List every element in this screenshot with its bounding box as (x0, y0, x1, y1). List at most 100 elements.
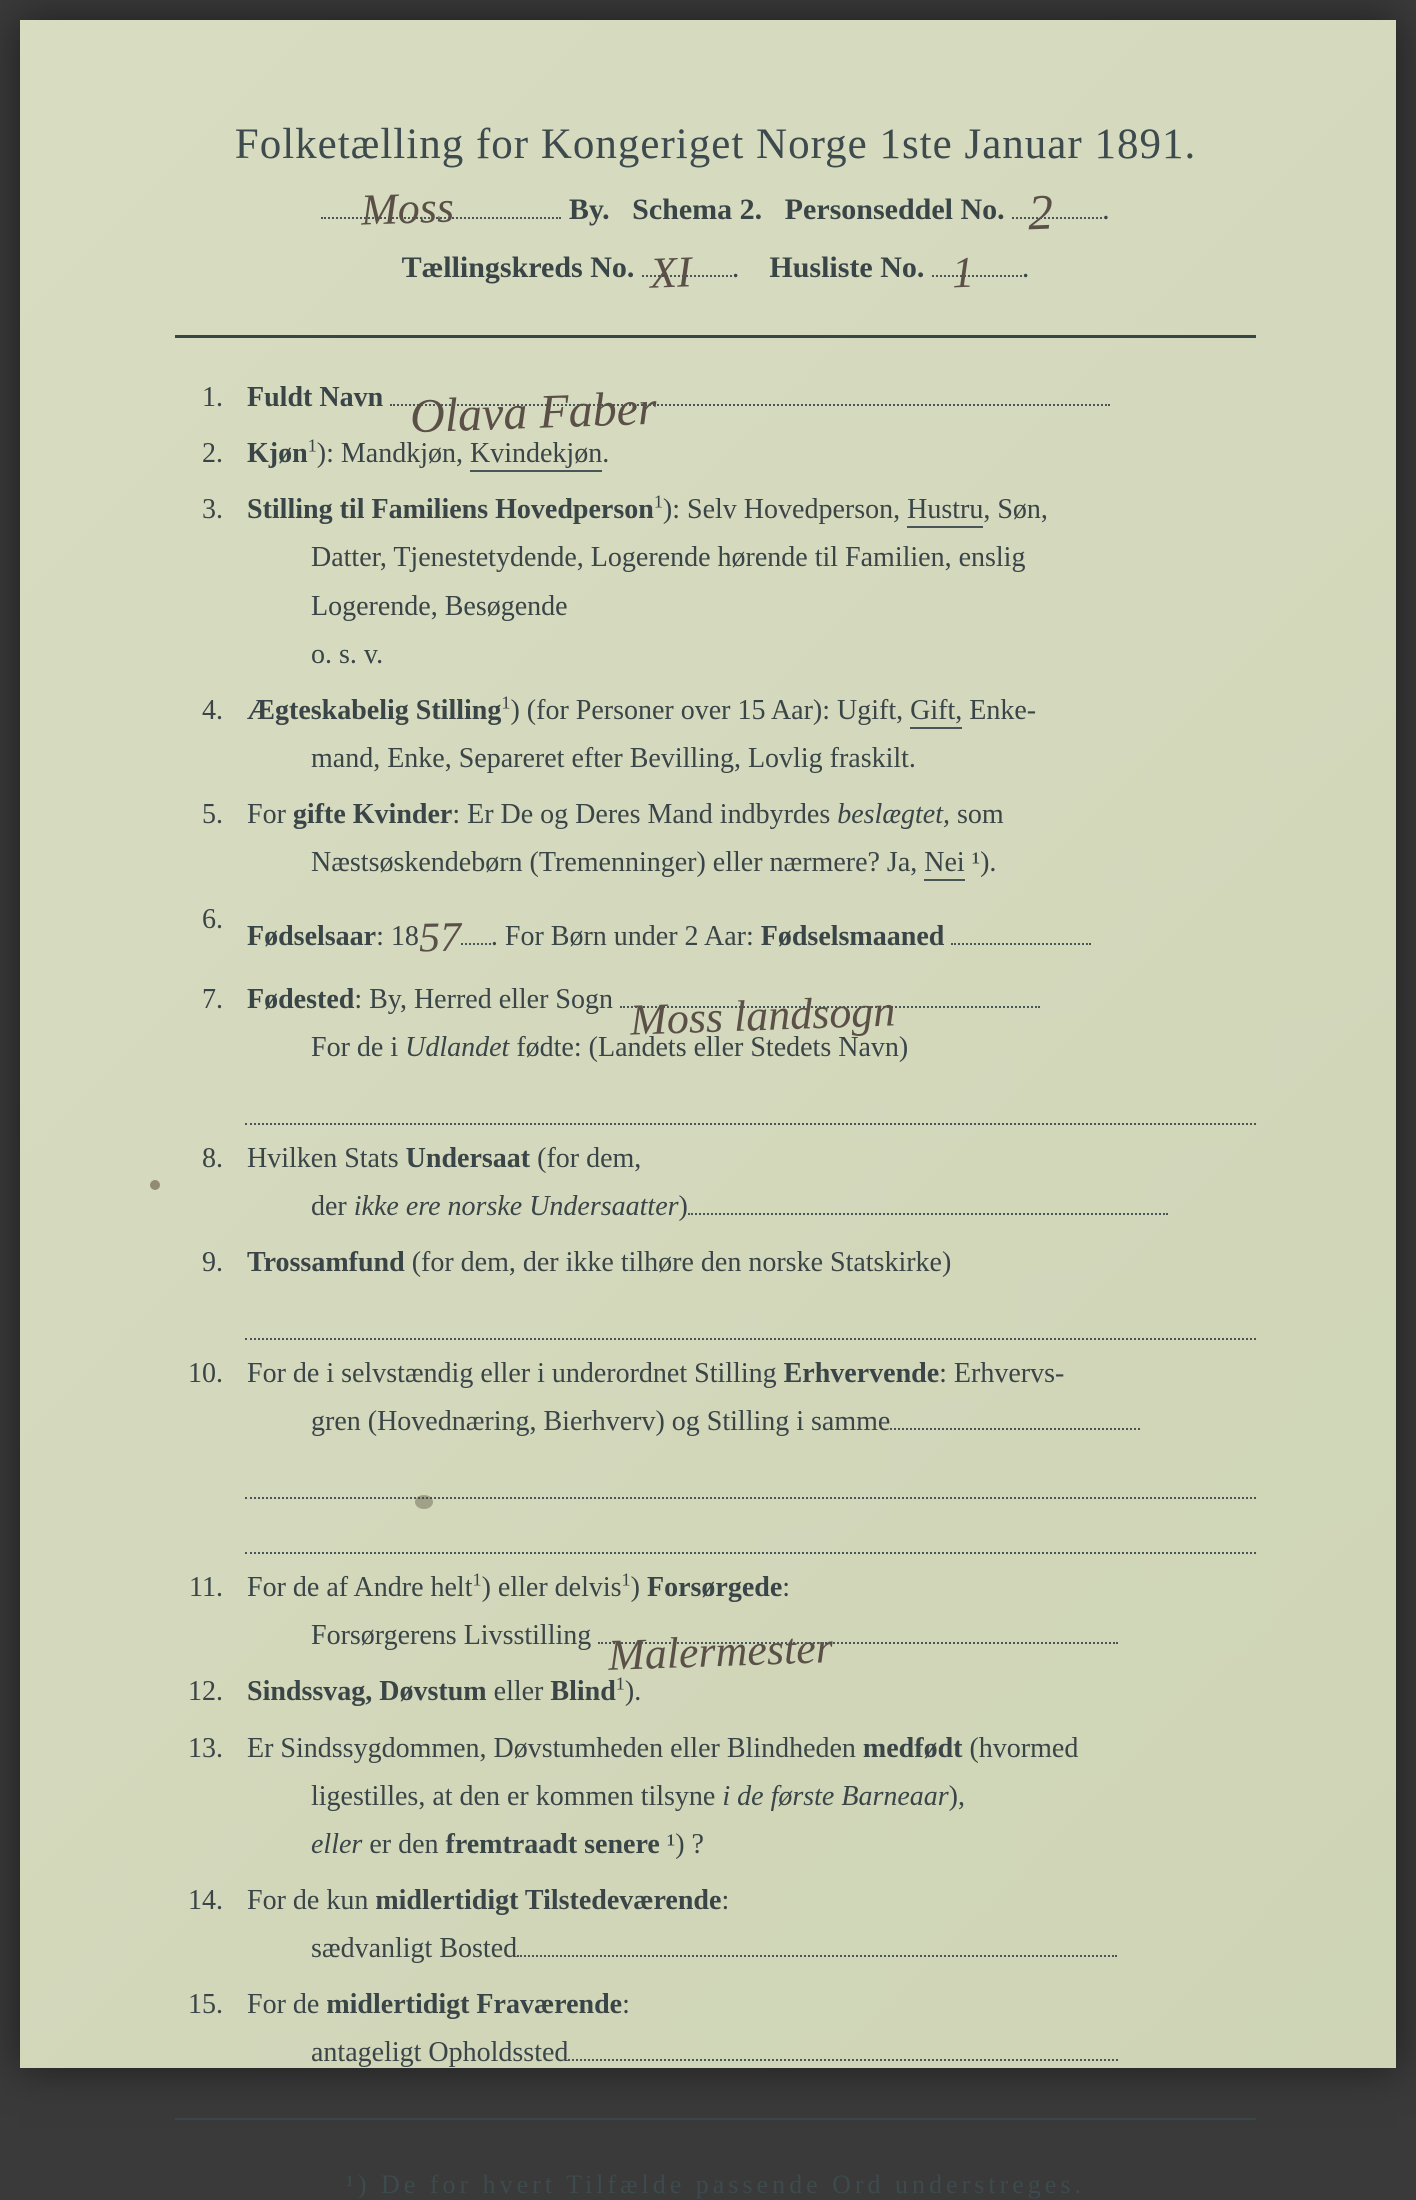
cont: gren (Hovednæring, Bierhverv) og Stillin… (247, 1398, 1256, 1446)
label: Fødselsaar (247, 921, 376, 952)
year-handwritten: 57 (418, 901, 461, 974)
underlined: Hustru (907, 494, 983, 528)
dotted (461, 943, 491, 945)
cont: ligestilles, at den er kommen tilsyne i … (247, 1773, 1256, 1821)
city-field: Moss (321, 217, 561, 219)
cont: Forsørgerens Livsstilling Malermester (247, 1612, 1256, 1660)
dotted (568, 2059, 1118, 2061)
text: ): Mandkjøn, (317, 438, 470, 469)
item-body: Hvilken Stats Undersaat (for dem, der ik… (247, 1135, 1256, 1231)
text: Enke- (962, 695, 1036, 726)
text: ¹). (965, 847, 997, 878)
item-num: 1. (175, 374, 247, 422)
label: Fødselsmaaned (761, 921, 945, 952)
sup: 1 (654, 492, 663, 512)
item-num: 8. (175, 1135, 247, 1183)
item-body: For de af Andre helt1) eller delvis1) Fo… (247, 1564, 1256, 1660)
text: : By, Herred eller Sogn (354, 984, 613, 1015)
item-body: Fødselsaar: 1857. For Børn under 2 Aar: … (247, 896, 1256, 968)
sup: 1 (308, 436, 317, 456)
text: der (311, 1191, 354, 1222)
item-body: Ægteskabelig Stilling1) (for Personer ov… (247, 687, 1256, 783)
item-1: 1. Fuldt Navn Olava Faber (175, 374, 1256, 422)
dotted (951, 943, 1091, 945)
dotted (688, 1213, 1168, 1215)
item-num: 15. (175, 1981, 247, 2029)
item-body: Fødested: By, Herred eller Sogn Moss lan… (247, 976, 1256, 1072)
dotted-line (245, 1080, 1256, 1125)
label: midlertidigt Tilstedeværende (375, 1885, 721, 1916)
item-3: 3. Stilling til Familiens Hovedperson1):… (175, 486, 1256, 679)
schema-label: Schema 2. (632, 193, 762, 226)
label: Erhvervende (784, 1358, 940, 1389)
item-12: 12. Sindssvag, Døvstum eller Blind1). (175, 1668, 1256, 1716)
underlined: Nei (924, 847, 964, 881)
header-line-1: Moss By. Schema 2. Personseddel No. 2 . (175, 193, 1256, 227)
provider-field: Malermester (598, 1642, 1118, 1644)
personseddel-field: 2 (1012, 217, 1102, 219)
text: . For Børn under 2 Aar: (491, 921, 761, 952)
personseddel-label: Personseddel No. (785, 193, 1005, 226)
label: Fuldt Navn (247, 382, 383, 413)
text: For (247, 799, 293, 830)
item-body: Fuldt Navn Olava Faber (247, 374, 1256, 422)
item-num: 11. (175, 1564, 247, 1612)
item-body: For gifte Kvinder: Er De og Deres Mand i… (247, 791, 1256, 887)
divider-top (175, 335, 1256, 338)
label: Kjøn (247, 438, 308, 469)
item-num: 9. (175, 1239, 247, 1287)
label: gifte Kvinder (293, 799, 452, 830)
item-9: 9. Trossamfund (for dem, der ikke tilhør… (175, 1239, 1256, 1287)
birthplace-field: Moss landsogn (620, 1006, 1040, 1008)
underlined: Kvindekjøn (470, 438, 602, 472)
label: Sindssvag, Døvstum (247, 1676, 487, 1707)
cont: antageligt Opholdssted (247, 2029, 1256, 2077)
text: : Erhvervs- (939, 1358, 1064, 1389)
text: Forsørgerens Livsstilling (311, 1620, 598, 1651)
text: : (721, 1885, 729, 1916)
husliste-label: Husliste No. (769, 251, 924, 284)
text: : Er De og Deres Mand indbyrdes (452, 799, 837, 830)
text: Hvilken Stats (247, 1143, 406, 1174)
text: For de (247, 1989, 326, 2020)
text: ligestilles, at den er kommen tilsyne (311, 1781, 722, 1812)
item-body: For de midlertidigt Fraværende: antageli… (247, 1981, 1256, 2077)
stain-spot (150, 1180, 160, 1190)
item-num: 2. (175, 430, 247, 478)
dotted-line (245, 1454, 1256, 1499)
divider-bottom (175, 2118, 1256, 2120)
item-num: 7. (175, 976, 247, 1024)
label: Trossamfund (247, 1247, 405, 1278)
item-13: 13. Er Sindssygdommen, Døvstumheden elle… (175, 1725, 1256, 1869)
text: gren (Hovednæring, Bierhverv) og Stillin… (311, 1406, 890, 1437)
item-6: 6. Fødselsaar: 1857. For Børn under 2 Aa… (175, 896, 1256, 968)
header-line-2: Tællingskreds No. XI . Husliste No. 1 . (175, 251, 1256, 285)
italic: i de første Barneaar (722, 1781, 948, 1812)
form-items: 1. Fuldt Navn Olava Faber 2. Kjøn1): Man… (175, 374, 1256, 2078)
sup: 1 (616, 1674, 625, 1694)
cont: sædvanligt Bosted (247, 1925, 1256, 1973)
bold: fremtraadt senere (446, 1829, 660, 1860)
text: ): Selv Hovedperson, (663, 494, 907, 525)
italic: eller (311, 1829, 362, 1860)
personseddel-value: 2 (1027, 183, 1054, 242)
text: For de i selvstændig eller i underordnet… (247, 1358, 784, 1389)
text: ). (625, 1676, 641, 1707)
text: (for dem, (530, 1143, 641, 1174)
census-form-page: Folketælling for Kongeriget Norge 1ste J… (20, 20, 1396, 2068)
item-2: 2. Kjøn1): Mandkjøn, Kvindekjøn. (175, 430, 1256, 478)
sup: 1 (622, 1570, 631, 1590)
item-body: Stilling til Familiens Hovedperson1): Se… (247, 486, 1256, 679)
item-body: For de kun midlertidigt Tilstedeværende:… (247, 1877, 1256, 1973)
by-label: By. (569, 193, 610, 226)
footnote: ¹) De for hvert Tilfælde passende Ord un… (175, 2170, 1256, 2200)
text: ¹) ? (660, 1829, 704, 1860)
label: Stilling til Familiens Hovedperson (247, 494, 654, 525)
label: midlertidigt Fraværende (326, 1989, 622, 2020)
text: ) (679, 1191, 688, 1222)
kreds-field: XI (642, 275, 732, 277)
item-10: 10. For de i selvstændig eller i underor… (175, 1350, 1256, 1446)
item-num: 13. (175, 1725, 247, 1773)
sup: 1 (473, 1570, 482, 1590)
item-num: 12. (175, 1668, 247, 1716)
